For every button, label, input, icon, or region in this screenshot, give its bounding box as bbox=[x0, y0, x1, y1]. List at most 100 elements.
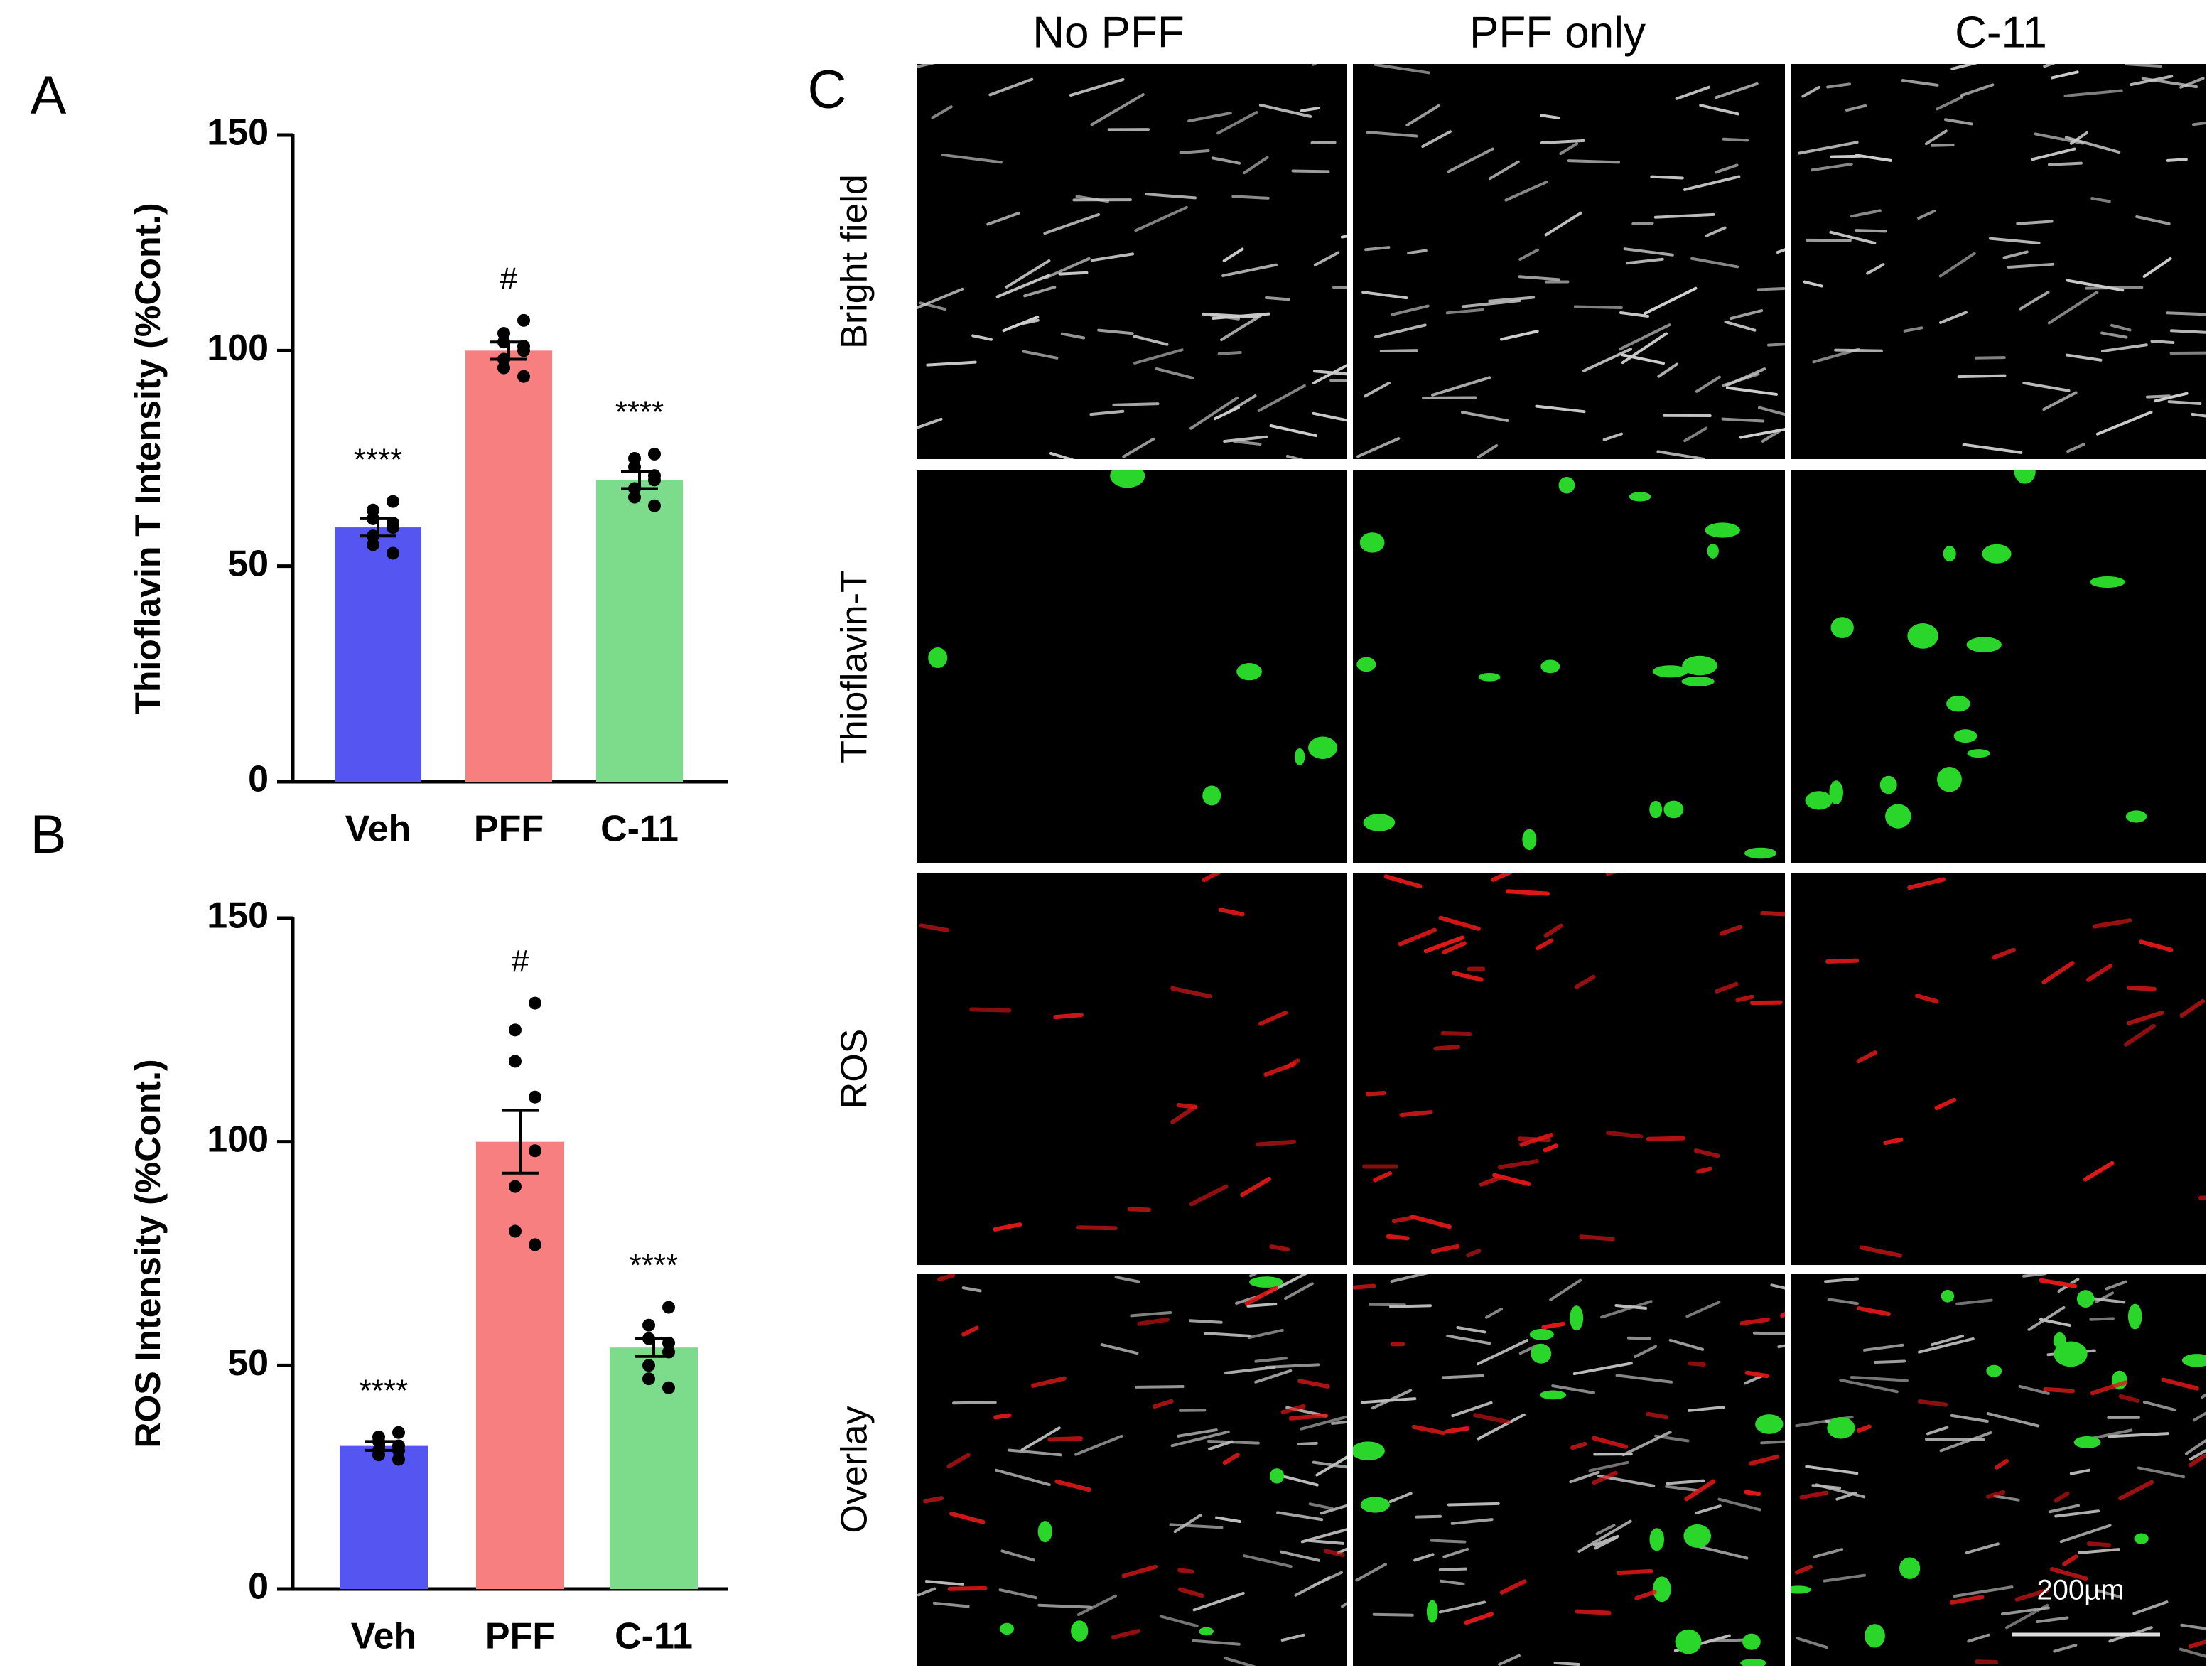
micrograph bbox=[1791, 1274, 2206, 1666]
streak bbox=[2066, 443, 2085, 453]
streak bbox=[1192, 1639, 1241, 1646]
streak bbox=[2092, 918, 2132, 929]
blob bbox=[1827, 1416, 1855, 1439]
streak bbox=[1488, 296, 1536, 303]
streak bbox=[1422, 396, 1477, 400]
streak bbox=[2169, 351, 2206, 355]
streak bbox=[1007, 1448, 1062, 1457]
streak bbox=[1688, 1361, 1706, 1367]
streak bbox=[1499, 1579, 1527, 1595]
blob bbox=[1707, 544, 1719, 559]
blob bbox=[1829, 780, 1843, 804]
streak bbox=[1433, 1044, 1460, 1051]
streak bbox=[1373, 1171, 1393, 1183]
blob bbox=[1363, 814, 1396, 831]
streak bbox=[1430, 1539, 1467, 1544]
streak bbox=[2002, 250, 2029, 259]
streak bbox=[2034, 132, 2085, 145]
y-tick-label: 0 bbox=[248, 759, 269, 800]
streak bbox=[1813, 1548, 1844, 1558]
streak bbox=[2105, 1280, 2127, 1291]
streak bbox=[2125, 64, 2162, 68]
blob bbox=[1740, 1658, 1766, 1666]
streak bbox=[1965, 1542, 2000, 1554]
streak bbox=[2077, 1548, 2120, 1554]
blob bbox=[1522, 829, 1537, 851]
streak bbox=[1926, 1426, 1949, 1436]
streak bbox=[1089, 409, 1125, 416]
streak bbox=[1801, 85, 1820, 98]
x-tick-label: PFF bbox=[474, 809, 544, 850]
micrograph-content bbox=[1797, 64, 2206, 454]
streak bbox=[1777, 1344, 1785, 1349]
blob bbox=[1071, 1620, 1089, 1642]
streak bbox=[1047, 1436, 1084, 1442]
streak bbox=[1623, 247, 1674, 257]
streak bbox=[1693, 1148, 1720, 1158]
data-point bbox=[642, 1318, 655, 1332]
streak bbox=[1719, 925, 1743, 936]
blob bbox=[1681, 676, 1715, 686]
streak bbox=[931, 105, 953, 119]
annotation: **** bbox=[630, 1248, 679, 1283]
blob bbox=[1540, 659, 1560, 674]
streak bbox=[1824, 1277, 1859, 1283]
streak bbox=[1488, 160, 1520, 181]
streak bbox=[1739, 427, 1785, 439]
streak bbox=[1188, 1319, 1223, 1324]
streak bbox=[1215, 1516, 1241, 1524]
streak bbox=[923, 1496, 944, 1504]
streak bbox=[1500, 330, 1539, 341]
streak bbox=[1043, 212, 1101, 235]
streak bbox=[1839, 1378, 1899, 1394]
streak bbox=[1985, 1490, 2006, 1499]
streak bbox=[1155, 367, 1195, 380]
streak bbox=[2047, 161, 2083, 166]
streak bbox=[1799, 1490, 1829, 1500]
streak bbox=[1277, 1473, 1319, 1487]
micrograph bbox=[1353, 64, 1785, 459]
blob bbox=[1791, 1585, 1812, 1594]
streak bbox=[1461, 299, 1521, 308]
streak bbox=[1221, 263, 1278, 277]
streak bbox=[2018, 1384, 2050, 1395]
bar bbox=[596, 480, 683, 782]
streak bbox=[1484, 1307, 1504, 1319]
blob bbox=[1307, 736, 1338, 759]
blob bbox=[1675, 1629, 1702, 1654]
streak bbox=[1602, 432, 1623, 441]
streak bbox=[2090, 197, 2111, 203]
streak bbox=[995, 1468, 1051, 1487]
streak bbox=[926, 360, 977, 367]
streak bbox=[1683, 426, 1708, 443]
streak bbox=[1445, 308, 1484, 315]
streak bbox=[1477, 443, 1499, 459]
streak bbox=[1388, 1492, 1413, 1504]
streak bbox=[1398, 927, 1437, 947]
blob bbox=[1294, 748, 1305, 765]
column-label: No PFF bbox=[1032, 8, 1185, 57]
blob bbox=[1249, 1276, 1283, 1288]
micrograph-content bbox=[1825, 877, 2206, 1258]
blob bbox=[2014, 470, 2036, 484]
streak bbox=[1399, 1110, 1433, 1118]
streak bbox=[1934, 1097, 1957, 1111]
streak bbox=[2108, 1432, 2169, 1438]
streak bbox=[1918, 1337, 1975, 1354]
streak bbox=[2039, 1278, 2077, 1288]
streak bbox=[1714, 82, 1759, 99]
streak bbox=[1224, 1657, 1256, 1666]
blob bbox=[1885, 804, 1911, 829]
streak bbox=[1559, 142, 1579, 156]
streak bbox=[1543, 1143, 1558, 1153]
micrograph-content bbox=[1353, 1274, 1785, 1666]
micrograph bbox=[1791, 64, 2206, 459]
streak bbox=[1683, 175, 1741, 191]
streak bbox=[2166, 158, 2188, 162]
blob bbox=[1744, 847, 1777, 859]
streak bbox=[1283, 1282, 1314, 1301]
streak bbox=[1943, 118, 1973, 126]
annotation: # bbox=[500, 261, 518, 296]
streak bbox=[1450, 1518, 1494, 1525]
streak bbox=[1023, 285, 1057, 298]
